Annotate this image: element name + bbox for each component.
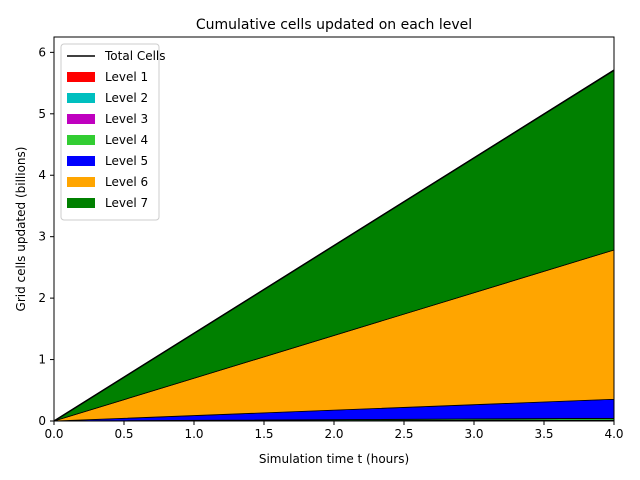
legend-label-total-cells: Total Cells [104,49,166,63]
series-lines-group [53,69,615,422]
x-axis-label: Simulation time t (hours) [259,452,409,466]
y-tick-label: 2 [38,291,46,305]
y-axis-label: Grid cells updated (billions) [14,147,28,312]
legend-label-level-2: Level 2 [105,91,148,105]
legend-label-level-7: Level 7 [105,196,148,210]
y-tick-label: 4 [38,168,46,182]
x-tick-label: 3.5 [534,427,553,441]
legend-swatch-level-4 [67,135,95,145]
legend-swatch-level-6 [67,177,95,187]
chart-title: Cumulative cells updated on each level [196,17,472,33]
line-total-cells [53,69,615,422]
legend-swatch-level-1 [67,72,95,82]
x-tick-label: 1.0 [184,427,203,441]
x-tick-label: 2.5 [394,427,413,441]
legend-swatch-level-7 [67,198,95,208]
y-tick-label: 5 [38,107,46,121]
legend-swatch-level-3 [67,114,95,124]
legend-swatch-level-2 [67,93,95,103]
legend-swatch-level-5 [67,156,95,166]
x-tick-label: 3.0 [464,427,483,441]
legend: Total Cells Level 1 Level 2 Level 3 Level 4 L… [60,43,166,221]
y-tick-label: 6 [38,45,46,59]
x-tick-label: 0.5 [114,427,133,441]
y-tick-label: 3 [38,230,46,244]
legend-label-level-1: Level 1 [105,70,148,84]
y-tick-label: 1 [38,353,46,367]
legend-label-level-4: Level 4 [105,133,148,147]
x-tick-label: 4.0 [604,427,623,441]
legend-label-level-6: Level 6 [105,175,148,189]
x-tick-label: 0.0 [44,427,63,441]
x-tick-label: 1.5 [254,427,273,441]
x-axis: 0.0 0.5 1.0 1.5 2.0 2.5 3.0 3.5 4.0 [44,421,624,441]
x-tick-label: 2.0 [324,427,343,441]
y-tick-label: 0 [38,414,46,428]
legend-box [60,43,160,221]
y-axis: 0 1 2 3 4 5 6 [38,45,54,428]
legend-label-level-5: Level 5 [105,154,148,168]
legend-label-level-3: Level 3 [105,112,148,126]
